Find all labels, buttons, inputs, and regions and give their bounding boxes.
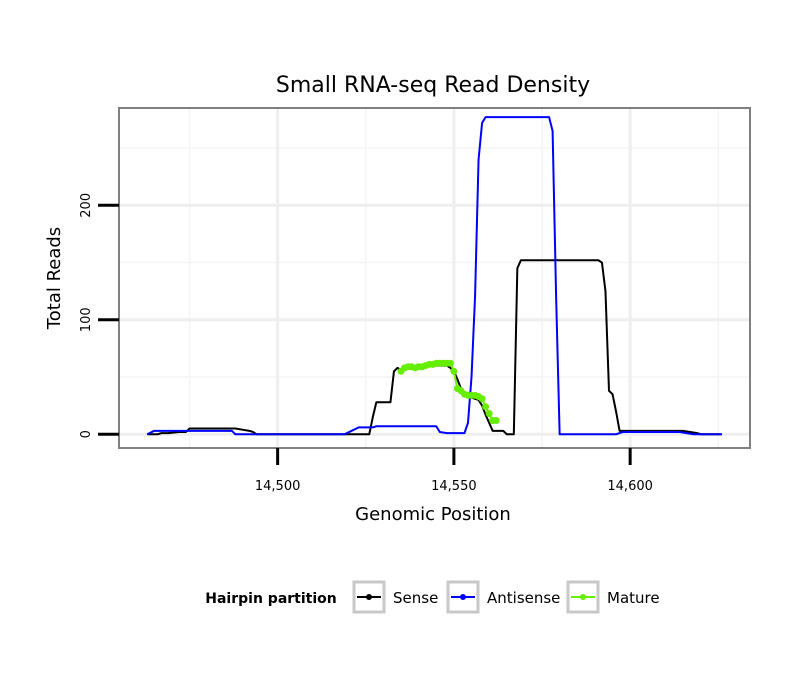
data-point-mature	[492, 417, 500, 425]
data-point-mature	[482, 403, 490, 411]
plot-panel-border	[118, 107, 751, 449]
x-tick-label: 14,600	[607, 479, 653, 494]
chart-title: Small RNA-seq Read Density	[276, 73, 590, 98]
x-tick-label: 14,500	[255, 479, 301, 494]
y-tick-label: 100	[79, 307, 94, 332]
legend-item-sense: Sense	[352, 580, 438, 614]
axes: 14,500 14,550 14,600 0 100 200	[79, 193, 653, 494]
data-point-mature	[485, 410, 493, 418]
data-point-mature	[446, 359, 454, 367]
data-point-mature	[450, 367, 458, 375]
legend-item-mature: Mature	[566, 580, 660, 614]
series-line-sense	[147, 259, 722, 436]
y-axis-title: Total Reads	[44, 227, 65, 330]
x-axis-title: Genomic Position	[355, 504, 511, 525]
legend-item-antisense: Antisense	[446, 580, 560, 614]
legend-key-point	[460, 594, 466, 600]
legend-label: Sense	[393, 589, 438, 607]
legend: Hairpin partition Sense Antisense Mature	[205, 580, 660, 614]
legend-label: Mature	[607, 589, 660, 607]
grid-lines	[119, 108, 750, 448]
series-mature	[397, 359, 500, 425]
legend-key-point	[366, 594, 372, 600]
series-line-mature	[400, 362, 497, 422]
series-sense	[147, 259, 722, 436]
series-antisense	[146, 116, 722, 436]
legend-title: Hairpin partition	[205, 591, 336, 607]
data-point-mature	[478, 395, 486, 403]
x-tick-label: 14,550	[431, 479, 477, 494]
series-layer	[146, 116, 722, 436]
legend-label: Antisense	[487, 589, 560, 607]
series-line-antisense	[146, 116, 722, 436]
y-tick-label: 200	[79, 193, 94, 218]
legend-key-point	[580, 594, 586, 600]
y-tick-label: 0	[79, 430, 94, 438]
